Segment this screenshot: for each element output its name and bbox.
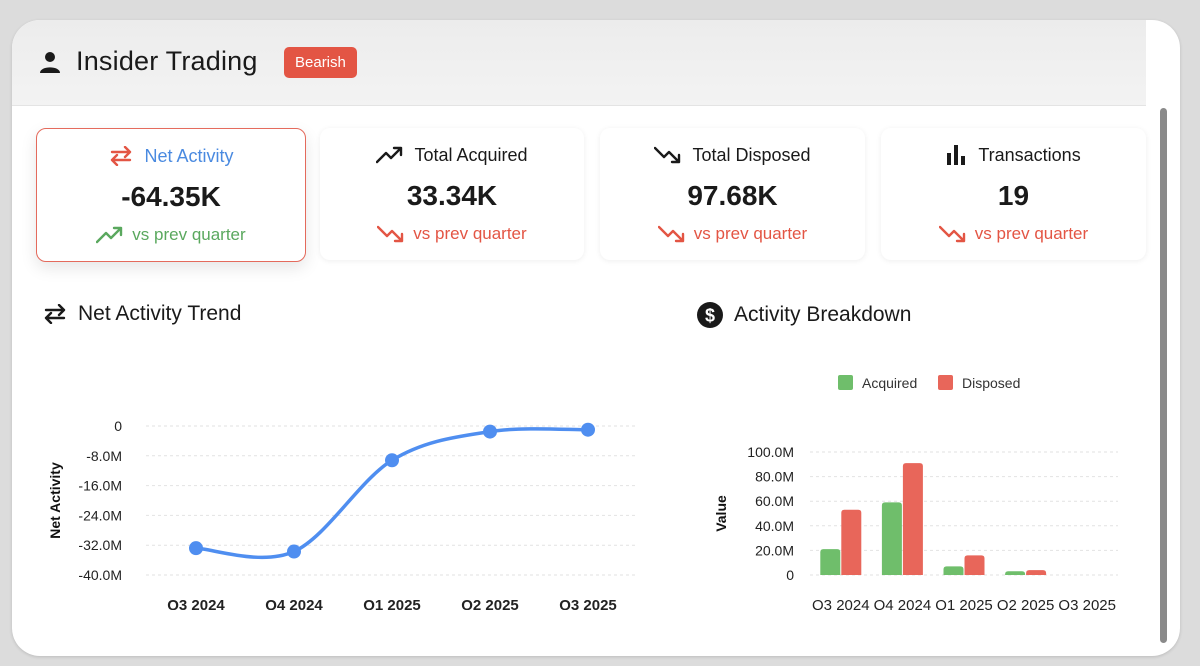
y-tick-label: 0 <box>786 567 794 583</box>
bar <box>964 555 985 575</box>
swap-arrows-icon <box>44 304 66 324</box>
net-activity-trend-title: Net Activity Trend <box>42 302 241 326</box>
card-net-activity[interactable]: Net Activity -64.35K vs prev quarter <box>36 128 306 262</box>
y-axis-label: Net Activity <box>47 462 63 539</box>
bar <box>841 509 862 575</box>
card-trend-text: vs prev quarter <box>132 225 246 244</box>
bar-chart-icon <box>947 145 966 165</box>
card-value: -64.35K <box>121 181 221 212</box>
card-value: 97.68K <box>687 180 778 211</box>
section-title-text: Net Activity Trend <box>78 302 242 325</box>
data-point <box>385 453 399 468</box>
x-tick-label: Q3 2024 <box>167 597 225 610</box>
trending-down-icon <box>657 225 684 243</box>
card-total-disposed[interactable]: Total Disposed 97.68K vs prev quarter <box>600 128 865 260</box>
card-label: Transactions <box>978 144 1081 165</box>
card-trend-text: vs prev quarter <box>413 224 527 243</box>
legend-label: Acquired <box>862 375 917 391</box>
x-tick-label: Q1 2025 <box>363 597 421 610</box>
card-value: 33.34K <box>406 180 498 211</box>
y-tick-label: 0 <box>114 418 122 434</box>
x-tick-label: Q3 2025 <box>559 597 617 610</box>
y-tick-label: 100.0M <box>747 444 794 460</box>
person-icon <box>40 52 60 73</box>
y-tick-label: -24.0M <box>78 507 122 523</box>
bar <box>902 463 923 575</box>
x-tick-label: Q4 2024 <box>874 597 932 610</box>
page-title: Insider Trading <box>76 46 258 76</box>
data-point <box>483 424 497 439</box>
bar <box>943 566 964 575</box>
y-tick-label: -40.0M <box>78 567 122 583</box>
bar <box>820 549 841 575</box>
x-tick-label: Q1 2025 <box>935 597 993 610</box>
y-tick-label: 20.0M <box>755 542 794 558</box>
legend-label: Disposed <box>962 375 1020 391</box>
trending-down-icon <box>377 225 404 243</box>
data-point <box>287 544 301 559</box>
card-label: Net Activity <box>144 145 234 166</box>
activity-breakdown-bar-chart: 0 20.0M 40.0M 60.0M 80.0M 100.0M Value Acquired… <box>713 375 1118 610</box>
section-title-text: Activity Breakdown <box>734 303 912 326</box>
bar <box>1026 570 1047 575</box>
trending-up-icon <box>96 226 123 244</box>
trending-down-icon <box>654 146 681 164</box>
data-point <box>189 541 203 556</box>
card-transactions[interactable]: Transactions 19 vs prev quarter <box>881 128 1146 260</box>
trending-up-icon <box>376 146 403 164</box>
x-tick-label: Q3 2024 <box>812 597 870 610</box>
net-activity-line-chart: 0 -8.0M -16.0M -24.0M -32.0M -40.0M Net Activi… <box>47 418 637 610</box>
x-tick-label: Q4 2024 <box>265 597 323 610</box>
series-line <box>194 427 590 560</box>
panel-header: Insider Trading Bearish <box>12 20 1146 106</box>
y-tick-label: -32.0M <box>78 537 122 553</box>
dollar-circle-icon: $ <box>697 302 723 328</box>
legend-swatch <box>838 375 853 390</box>
card-total-acquired[interactable]: Total Acquired 33.34K vs prev quarter <box>320 128 584 260</box>
bar <box>1005 571 1026 575</box>
y-tick-label: -8.0M <box>86 448 122 464</box>
card-value: 19 <box>997 180 1030 211</box>
data-point <box>581 422 595 437</box>
card-label: Total Acquired <box>414 144 528 165</box>
y-tick-label: 80.0M <box>755 469 794 485</box>
scrollbar[interactable] <box>1152 108 1174 648</box>
card-label: Total Disposed <box>692 144 811 165</box>
svg-text:$: $ <box>705 306 715 326</box>
scrollbar-thumb[interactable] <box>1160 108 1167 643</box>
bar <box>881 502 902 575</box>
x-tick-label: Q2 2025 <box>461 597 519 610</box>
y-tick-label: -16.0M <box>78 478 122 494</box>
x-tick-label: Q3 2025 <box>1058 597 1116 610</box>
card-trend-text: vs prev quarter <box>974 224 1089 243</box>
legend-swatch <box>938 375 953 390</box>
sentiment-badge: Bearish <box>284 47 357 78</box>
y-axis-label: Value <box>713 495 729 532</box>
activity-breakdown-title: $ Activity Breakdown <box>696 301 911 329</box>
card-trend-text: vs prev quarter <box>693 224 808 243</box>
y-tick-label: 40.0M <box>755 518 794 534</box>
y-tick-label: 60.0M <box>755 493 794 509</box>
x-tick-label: Q2 2025 <box>997 597 1055 610</box>
insider-trading-panel: Insider Trading Bearish Net Activity -64… <box>12 20 1180 656</box>
swap-arrows-icon <box>111 146 132 166</box>
trending-down-icon <box>938 225 965 243</box>
